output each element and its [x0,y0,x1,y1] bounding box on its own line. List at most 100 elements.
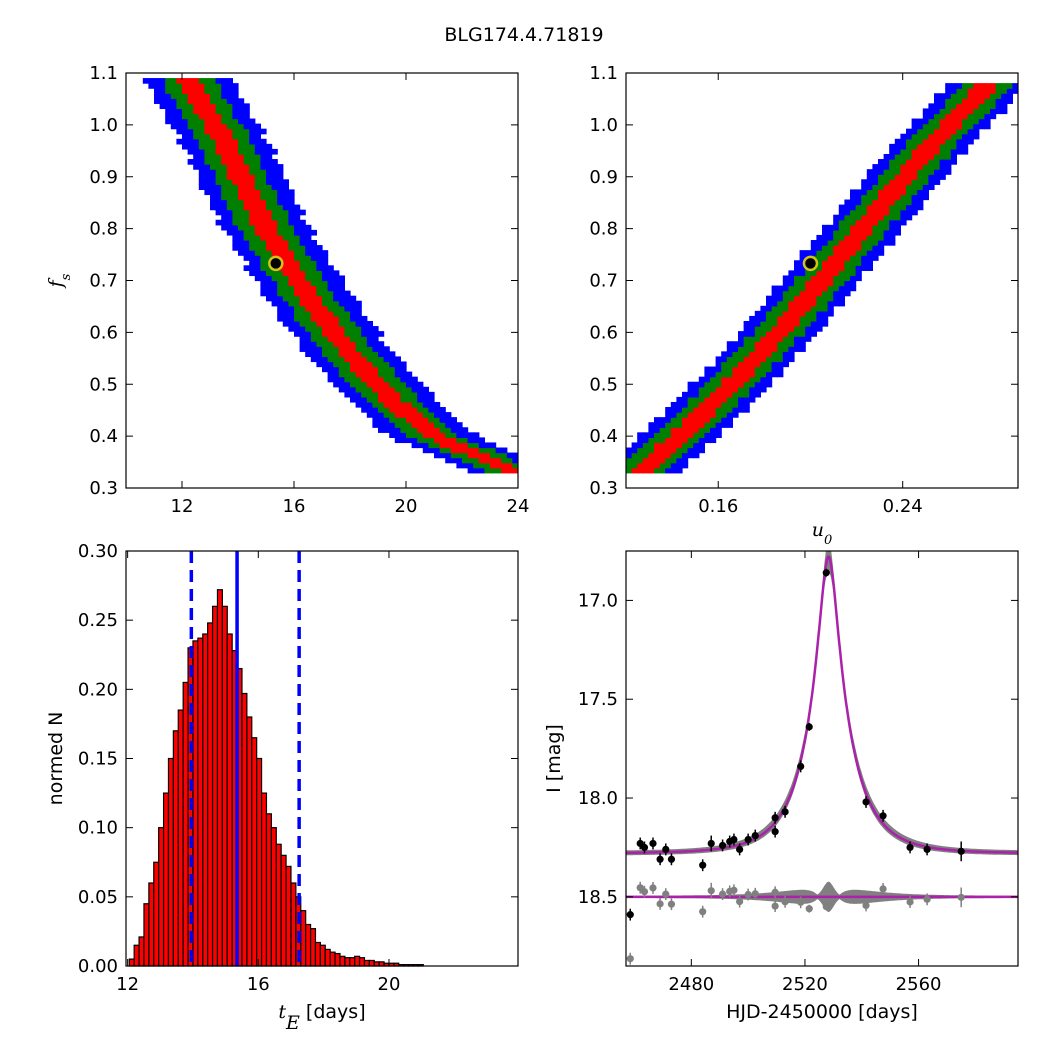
y-tick-label: 1.1 [89,63,118,84]
heatmap-cell-2-sigma [682,407,689,413]
heatmap-cell-3-sigma [889,240,896,246]
heatmap-cell-1-sigma [665,437,672,444]
heatmap-cell-1-sigma [687,422,694,428]
observation-point [771,828,779,836]
heatmap-cell-3-sigma [198,159,205,165]
heatmap-cell-2-sigma [872,229,879,236]
heatmap-cell-1-sigma [704,417,711,423]
heatmap-cell-1-sigma [193,78,200,84]
heatmap-cell-2-sigma [282,275,289,282]
heatmap-cell-3-sigma [406,437,413,444]
heatmap-cell-1-sigma [738,381,745,388]
heatmap-cell-3-sigma [704,366,711,373]
heatmap-cell-1-sigma [249,209,256,216]
heatmap-cell-3-sigma [165,118,172,125]
heatmap-cell-3-sigma [254,265,261,271]
y-tick-label: 0.8 [89,219,118,240]
heatmap-cell-2-sigma [417,407,424,413]
heatmap-cell-2-sigma [232,128,239,135]
heatmap-cell-3-sigma [715,432,722,438]
heatmap-cell-1-sigma [282,255,289,261]
heatmap-cell-2-sigma [305,326,312,332]
heatmap-cell-2-sigma [738,391,745,398]
heatmap-cell-3-sigma [693,381,700,388]
heatmap-cell-1-sigma [642,462,649,469]
heatmap-cell-1-sigma [338,351,345,358]
heatmap-cell-2-sigma [394,381,401,388]
heatmap-cell-2-sigma [855,260,862,266]
heatmap-cell-1-sigma [243,199,250,206]
observation-point [923,845,931,854]
heatmap-cell-1-sigma [967,93,974,99]
heatmap-cell-2-sigma [232,194,239,201]
heatmap-cell-1-sigma [771,346,778,352]
heatmap-cell-1-sigma [394,412,401,418]
heatmap-cell-2-sigma [327,346,334,352]
heatmap-cell-2-sigma [743,346,750,352]
heatmap-cell-2-sigma [990,93,997,99]
heatmap-cell-3-sigma [495,447,502,454]
heatmap-cell-2-sigma [816,260,823,266]
residual-point [906,898,914,906]
heatmap-cell-3-sigma [170,108,177,115]
heatmap-cell-3-sigma [215,184,222,191]
heatmap-cell-1-sigma [665,452,672,459]
heatmap-cell-3-sigma [322,275,329,282]
heatmap-cell-2-sigma [670,457,677,464]
heatmap-cell-2-sigma [316,275,323,282]
heatmap-cell-3-sigma [950,83,957,89]
heatmap-cell-2-sigma [305,260,312,266]
x-tick-label: 20 [378,974,401,995]
heatmap-cell-3-sigma [294,209,301,216]
heatmap-cell-3-sigma [687,381,694,388]
heatmap-cell-3-sigma [682,462,689,469]
heatmap-cell-3-sigma [322,265,329,271]
heatmap-cell-3-sigma [822,224,829,231]
heatmap-cell-2-sigma [810,270,817,277]
heatmap-cell-3-sigma [777,285,784,292]
heatmap-cell-3-sigma [478,467,485,474]
heatmap-cell-2-sigma [260,240,267,246]
heatmap-cell-1-sigma [687,427,694,433]
heatmap-cell-1-sigma [238,153,245,160]
heatmap-cell-2-sigma [490,452,497,459]
heatmap-cell-3-sigma [294,331,301,337]
heatmap-cell-3-sigma [411,381,418,388]
heatmap-cell-2-sigma [816,265,823,271]
heatmap-cell-3-sigma [282,315,289,322]
heatmap-cell-1-sigma [922,153,929,160]
heatmap-cell-3-sigma [400,371,407,378]
heatmap-cell-2-sigma [726,366,733,373]
heatmap-cell-3-sigma [266,153,273,160]
heatmap-cell-2-sigma [939,148,946,155]
heatmap-cell-3-sigma [866,184,873,191]
heatmap-cell-3-sigma [282,300,289,307]
heatmap-cell-3-sigma [850,280,857,287]
heatmap-cell-2-sigma [855,214,862,221]
heatmap-cell-1-sigma [193,83,200,89]
heatmap-cell-1-sigma [715,386,722,393]
heatmap-cell-2-sigma [676,417,683,423]
heatmap-cell-1-sigma [316,315,323,322]
heatmap-cell-1-sigma [221,128,228,135]
heatmap-cell-1-sigma [866,209,873,216]
heatmap-cell-2-sigma [221,113,228,120]
heatmap-cell-1-sigma [355,351,362,358]
heatmap-cell-3-sigma [333,275,340,282]
heatmap-cell-2-sigma [400,391,407,398]
heatmap-cell-1-sigma [322,310,329,317]
heatmap-cell-2-sigma [928,118,935,125]
heatmap-cell-3-sigma [355,401,362,408]
heatmap-cell-3-sigma [799,346,806,352]
heatmap-cell-3-sigma [310,229,317,236]
heatmap-cell-3-sigma [439,417,446,423]
heatmap-cell-1-sigma [238,164,245,170]
heatmap-cell-2-sigma [978,108,985,115]
heatmap-cell-3-sigma [816,326,823,332]
heatmap-cell-1-sigma [204,118,211,125]
heatmap-cell-2-sigma [232,204,239,211]
heatmap-cell-1-sigma [204,108,211,115]
heatmap-cell-2-sigma [495,467,502,474]
heatmap-cell-2-sigma [726,396,733,403]
heatmap-cell-3-sigma [434,401,441,408]
